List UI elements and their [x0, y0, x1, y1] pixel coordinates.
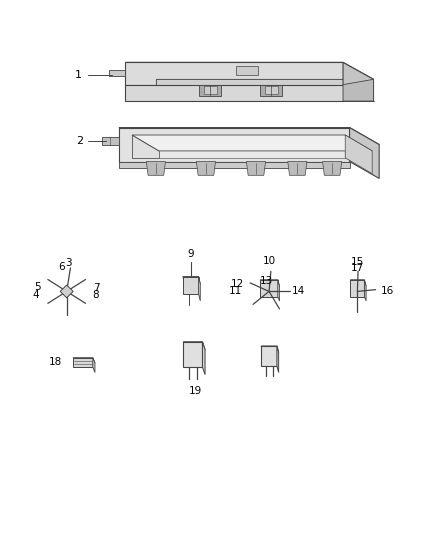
Polygon shape — [260, 280, 278, 297]
Polygon shape — [260, 85, 282, 96]
Polygon shape — [278, 280, 279, 301]
Text: 11: 11 — [229, 286, 242, 296]
Text: 3: 3 — [65, 258, 72, 268]
Polygon shape — [60, 285, 73, 298]
Text: 10: 10 — [262, 256, 276, 266]
Polygon shape — [146, 161, 166, 175]
Text: 18: 18 — [49, 358, 62, 367]
Polygon shape — [237, 66, 258, 75]
Polygon shape — [125, 79, 343, 85]
Text: 1: 1 — [75, 70, 82, 79]
Polygon shape — [183, 277, 200, 284]
Text: 7: 7 — [93, 282, 99, 293]
Polygon shape — [202, 342, 205, 375]
Polygon shape — [198, 277, 200, 301]
Polygon shape — [364, 280, 366, 301]
Text: 15: 15 — [351, 257, 364, 267]
Polygon shape — [196, 161, 215, 175]
Text: 16: 16 — [380, 286, 394, 296]
Polygon shape — [350, 280, 366, 286]
Polygon shape — [184, 342, 205, 350]
Polygon shape — [119, 127, 379, 144]
Polygon shape — [125, 62, 374, 79]
Polygon shape — [73, 358, 95, 363]
Polygon shape — [132, 135, 159, 158]
Polygon shape — [345, 135, 372, 174]
Polygon shape — [132, 135, 372, 151]
Polygon shape — [199, 85, 221, 96]
Text: 4: 4 — [33, 289, 39, 300]
Polygon shape — [102, 136, 119, 144]
Text: 2: 2 — [76, 136, 83, 146]
Polygon shape — [204, 86, 217, 94]
Polygon shape — [119, 127, 350, 161]
Polygon shape — [350, 280, 364, 297]
Polygon shape — [343, 79, 374, 101]
Polygon shape — [350, 127, 379, 179]
Polygon shape — [73, 358, 93, 367]
Polygon shape — [132, 135, 345, 158]
Polygon shape — [265, 86, 278, 94]
Polygon shape — [261, 346, 277, 366]
Text: 19: 19 — [188, 385, 201, 395]
Polygon shape — [261, 346, 279, 352]
Polygon shape — [260, 280, 279, 286]
Text: 12: 12 — [231, 279, 244, 289]
Polygon shape — [184, 342, 202, 367]
Polygon shape — [93, 358, 95, 373]
Polygon shape — [125, 85, 343, 101]
Polygon shape — [322, 161, 342, 175]
Text: 13: 13 — [259, 276, 272, 286]
Polygon shape — [288, 161, 307, 175]
Text: 9: 9 — [187, 249, 194, 260]
Polygon shape — [110, 70, 125, 76]
Text: 14: 14 — [292, 286, 305, 296]
Text: 6: 6 — [58, 262, 65, 271]
Polygon shape — [343, 62, 374, 101]
Text: 17: 17 — [351, 263, 364, 272]
Polygon shape — [183, 277, 198, 294]
Polygon shape — [247, 161, 265, 175]
Polygon shape — [277, 346, 279, 373]
Polygon shape — [125, 62, 343, 85]
Text: 5: 5 — [34, 281, 40, 292]
Text: 8: 8 — [92, 289, 99, 300]
Polygon shape — [119, 161, 350, 168]
